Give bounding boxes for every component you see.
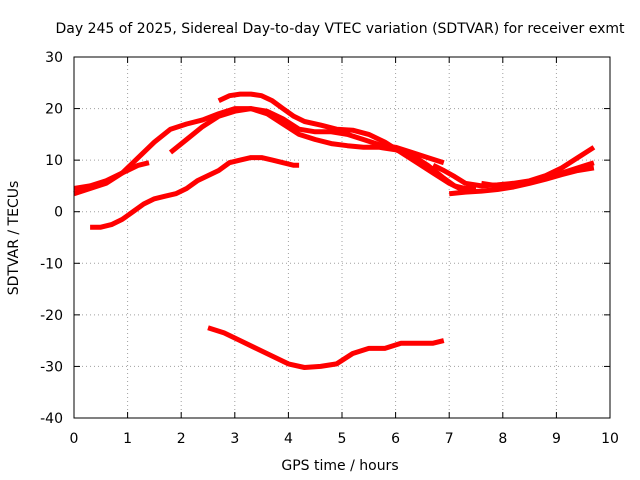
y-tick-label: -30 xyxy=(40,359,63,375)
x-tick-label: 1 xyxy=(123,431,132,447)
x-tick-label: 8 xyxy=(498,431,507,447)
y-tick-label: -10 xyxy=(40,256,63,272)
x-tick-label: 4 xyxy=(284,431,293,447)
ticks xyxy=(73,56,611,419)
x-tick-label: 2 xyxy=(177,431,186,447)
x-tick-label: 0 xyxy=(70,431,79,447)
grid xyxy=(74,57,610,418)
chart-title: Day 245 of 2025, Sidereal Day-to-day VTE… xyxy=(56,21,626,37)
series-line-sat-b xyxy=(73,160,150,191)
x-axis-title: GPS time / hours xyxy=(281,458,398,474)
x-tick-label: 9 xyxy=(552,431,561,447)
series-line-sat-h xyxy=(90,155,300,230)
x-tick-label: 7 xyxy=(445,431,454,447)
y-tick-label: -20 xyxy=(40,308,63,324)
y-tick-label: 30 xyxy=(45,50,63,66)
y-tick-label: -40 xyxy=(40,411,63,427)
series-line-sat-i xyxy=(207,325,445,370)
x-tick-label: 5 xyxy=(338,431,347,447)
x-tick-label: 10 xyxy=(601,431,619,447)
y-tick-label: 10 xyxy=(45,153,63,169)
x-tick-label: 6 xyxy=(391,431,400,447)
series-line-sat-d xyxy=(217,91,472,194)
y-tick-label: 20 xyxy=(45,102,63,118)
series-line-sat-g xyxy=(480,160,595,189)
tick-labels: 0 1 2 3 4 5 6 7 8 9 10 -40 -30 -20 -10 0 10 20 30 xyxy=(40,50,619,447)
series-line-sat-a xyxy=(73,106,476,197)
series-layer xyxy=(73,91,596,370)
y-tick-label: 0 xyxy=(54,205,63,221)
x-tick-label: 3 xyxy=(230,431,239,447)
y-axis-title: SDTVAR / TECUs xyxy=(6,181,22,296)
